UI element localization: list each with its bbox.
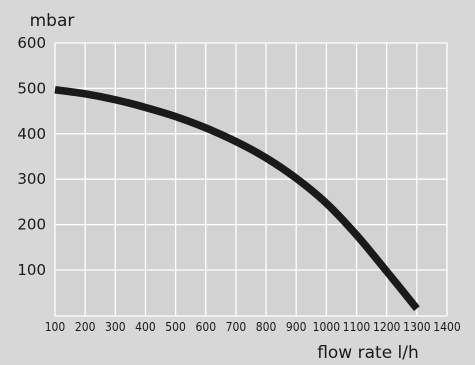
y-tick-label: 300: [17, 170, 46, 188]
x-tick-label: 100: [45, 320, 66, 334]
y-tick-label: 100: [17, 261, 46, 279]
x-tick-label: 200: [75, 320, 96, 334]
y-tick-label: 200: [17, 216, 46, 234]
y-tick-labels: 100 200 300 400 500 600: [17, 34, 46, 279]
x-tick-label: 300: [105, 320, 126, 334]
x-tick-label: 1400: [433, 320, 461, 334]
x-tick-label: 700: [226, 320, 247, 334]
x-tick-label: 1200: [373, 320, 401, 334]
y-tick-label: 500: [17, 79, 46, 97]
x-tick-label: 1000: [313, 320, 341, 334]
x-tick-label: 800: [256, 320, 277, 334]
x-axis-label: flow rate l/h: [317, 343, 419, 363]
x-tick-label: 900: [286, 320, 307, 334]
y-tick-label: 400: [17, 125, 46, 143]
y-axis-label: mbar: [30, 11, 75, 31]
grid: [54, 42, 448, 317]
x-tick-label: 1100: [343, 320, 371, 334]
x-tick-labels: 100 200 300 400 500 600 700 800 900 1000 1100 1200 1…: [45, 320, 461, 334]
series-line: [54, 86, 420, 311]
x-tick-label: 500: [165, 320, 186, 334]
x-tick-label: 1300: [403, 320, 431, 334]
x-tick-label: 400: [135, 320, 156, 334]
x-tick-label: 600: [195, 320, 216, 334]
y-tick-label: 600: [17, 34, 46, 52]
series-layer: [54, 86, 420, 311]
